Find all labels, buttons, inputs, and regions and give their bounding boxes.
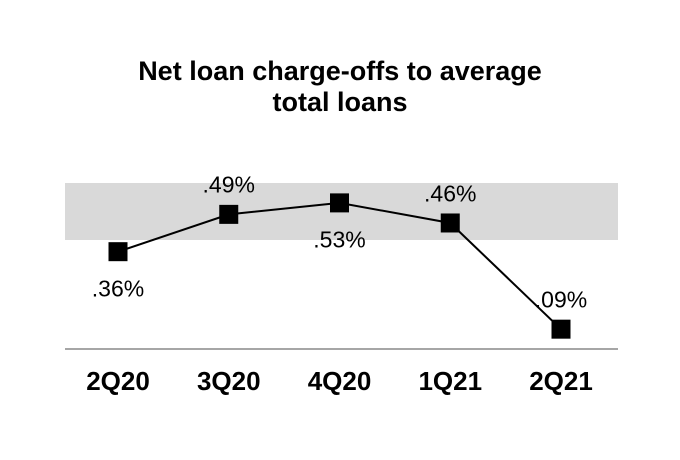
x-axis-label: 4Q20	[307, 366, 372, 396]
data-label: .49%	[202, 171, 255, 198]
data-label: .09%	[534, 286, 588, 313]
chart-title-line-2: total loans	[272, 87, 408, 117]
x-axis-label: 1Q21	[418, 366, 483, 396]
data-label: .36%	[91, 275, 145, 302]
chart-title-line-1: Net loan charge-offs to average	[138, 56, 542, 86]
data-point-marker	[108, 242, 128, 262]
data-label: .53%	[313, 226, 366, 253]
chart-title: Net loan charge-offs to average total lo…	[0, 56, 680, 118]
x-axis-line	[65, 348, 618, 350]
x-axis-label: 3Q20	[196, 366, 261, 396]
data-label: .46%	[424, 180, 477, 207]
x-axis-label: 2Q20	[86, 366, 150, 396]
x-axis-label: 2Q21	[529, 366, 593, 396]
data-point-marker	[551, 319, 571, 339]
